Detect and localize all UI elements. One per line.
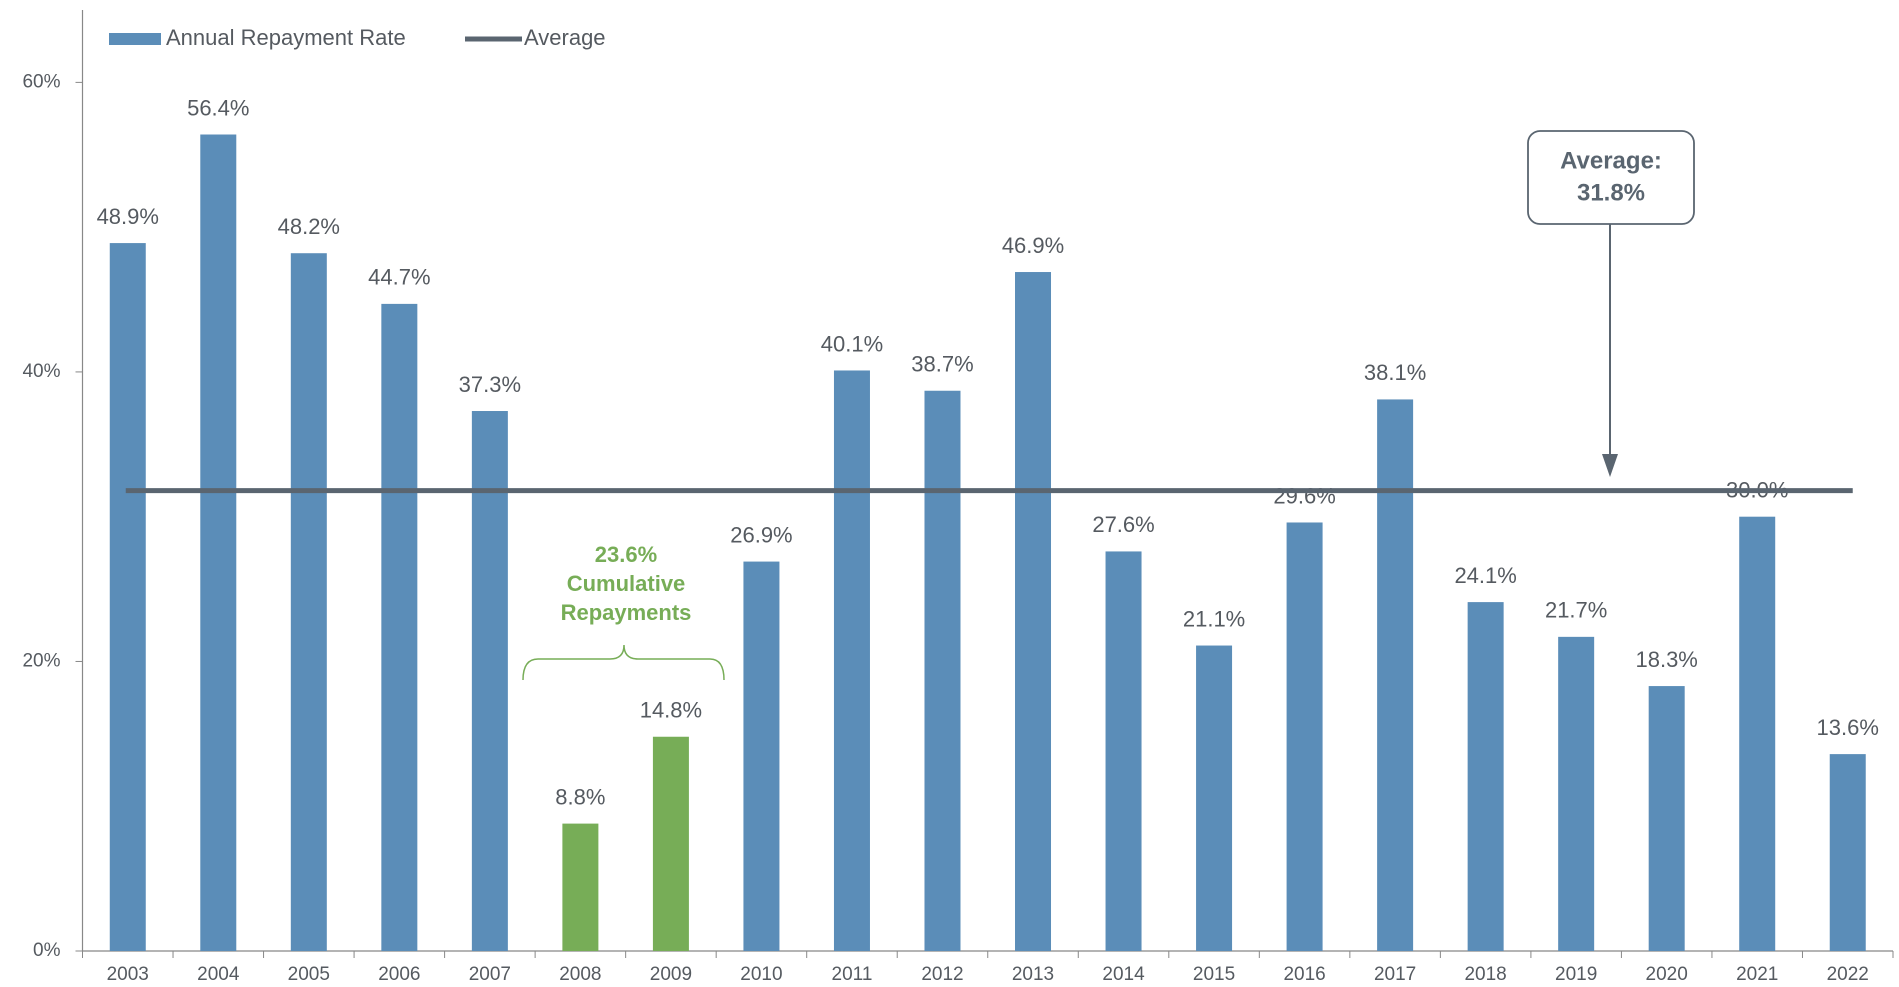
bar [562, 823, 599, 951]
bar [471, 411, 508, 952]
x-tick-label: 2004 [197, 964, 240, 985]
data-label: 13.6% [1817, 715, 1879, 740]
bar [1648, 686, 1685, 951]
data-label: 40.1% [821, 331, 883, 356]
bar [833, 370, 870, 952]
data-label: 38.7% [911, 352, 973, 377]
data-label: 48.2% [278, 214, 340, 239]
x-tick-label: 2006 [378, 964, 420, 985]
bar [1196, 645, 1233, 951]
data-label: 21.1% [1183, 606, 1245, 631]
x-tick-label: 2017 [1374, 964, 1416, 985]
bar [200, 134, 237, 952]
bar [1286, 522, 1323, 951]
brace [522, 644, 725, 681]
x-tick-label: 2015 [1193, 964, 1235, 985]
annotation-text: Repayments [561, 600, 692, 625]
average-callout-text: 31.8% [1577, 179, 1645, 206]
bar [290, 253, 327, 952]
bar [1739, 516, 1776, 951]
data-label: 48.9% [97, 204, 159, 229]
average-callout-box [1527, 130, 1695, 225]
legend-swatch [109, 33, 161, 45]
bar [1829, 754, 1866, 951]
y-tick-label: 20% [22, 650, 60, 671]
data-label: 14.8% [640, 698, 702, 723]
data-label: 18.3% [1635, 647, 1697, 672]
bar [1558, 636, 1595, 951]
data-label: 44.7% [368, 265, 430, 290]
data-label: 26.9% [730, 522, 792, 547]
x-tick-label: 2018 [1464, 964, 1506, 985]
x-tick-label: 2019 [1555, 964, 1597, 985]
data-label: 46.9% [1002, 233, 1064, 258]
callout-arrowhead [1602, 454, 1618, 477]
annotation-text: 23.6% [595, 542, 657, 567]
x-tick-label: 2009 [650, 964, 692, 985]
x-tick-label: 2022 [1827, 964, 1869, 985]
data-label: 56.4% [187, 95, 249, 120]
x-tick-label: 2010 [740, 964, 782, 985]
legend-label: Average [524, 25, 606, 50]
data-label: 27.6% [1092, 512, 1154, 537]
bar [1377, 399, 1414, 952]
x-tick-label: 2005 [288, 964, 330, 985]
data-label: 8.8% [555, 784, 605, 809]
data-label: 29.6% [1273, 483, 1335, 508]
data-label: 24.1% [1454, 563, 1516, 588]
x-tick-label: 2020 [1646, 964, 1688, 985]
x-tick-label: 2008 [559, 964, 601, 985]
bar [1105, 551, 1142, 951]
x-tick-label: 2007 [469, 964, 511, 985]
bar [381, 303, 418, 951]
annotation-text: Cumulative [567, 571, 686, 596]
data-label: 37.3% [459, 372, 521, 397]
legend-label: Annual Repayment Rate [166, 25, 406, 50]
y-tick-label: 60% [22, 71, 60, 92]
x-tick-label: 2013 [1012, 964, 1054, 985]
bar [109, 243, 146, 951]
x-tick-label: 2014 [1102, 964, 1145, 985]
x-tick-label: 2011 [832, 964, 873, 985]
data-label: 21.7% [1545, 598, 1607, 623]
y-tick-label: 0% [33, 940, 61, 961]
x-tick-label: 2016 [1283, 964, 1325, 985]
x-tick-label: 2003 [107, 964, 149, 985]
bar [652, 736, 689, 951]
bar [743, 561, 780, 951]
y-tick-label: 40% [22, 361, 60, 382]
bar [924, 390, 961, 952]
bar [1467, 602, 1504, 951]
bar [1015, 272, 1052, 951]
data-label: 38.1% [1364, 360, 1426, 385]
x-tick-label: 2012 [921, 964, 963, 985]
average-callout-text: Average: [1560, 147, 1662, 174]
x-tick-label: 2021 [1736, 964, 1778, 985]
